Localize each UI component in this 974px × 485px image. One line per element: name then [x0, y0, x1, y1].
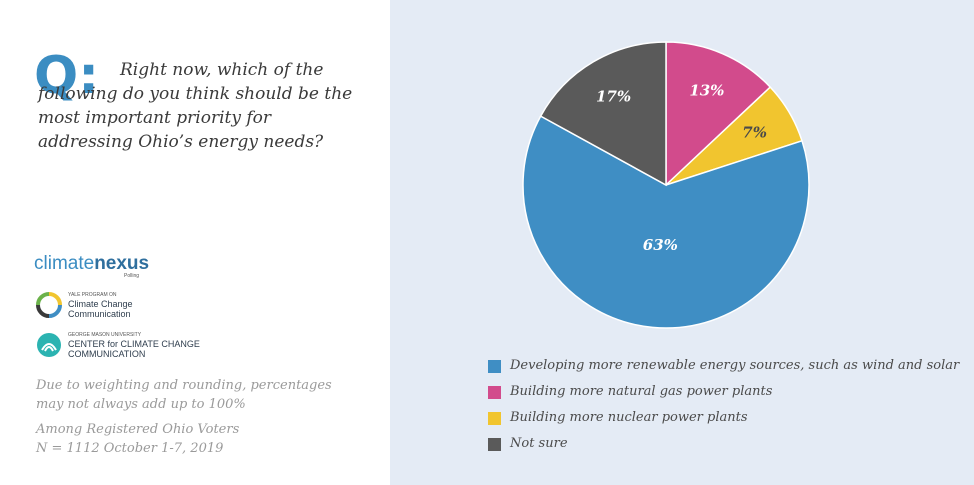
- legend-swatch: [488, 360, 501, 373]
- pie-slice-label-0: 13%: [689, 82, 724, 100]
- pie-slice-3: [539, 41, 667, 187]
- climate-nexus-logo-part2: nexus: [94, 253, 150, 274]
- gmu-logo-line2: COMMUNICATION: [68, 349, 146, 359]
- yale-logo-name: Climate Change Communication: [68, 299, 133, 319]
- legend-label: Building more nuclear power plants: [510, 410, 748, 425]
- pie-slice-2: [522, 115, 810, 329]
- pie-slice-label-1: 7%: [742, 124, 767, 142]
- legend-swatch: [488, 386, 501, 399]
- yale-logo-line2: Communication: [68, 309, 131, 319]
- legend-label: Developing more renewable energy sources…: [510, 358, 960, 373]
- gmu-logo-line1: CENTER for CLIMATE CHANGE: [68, 339, 200, 349]
- pie-slice-label-2: 63%: [643, 236, 678, 254]
- question-marker: Q:: [34, 46, 99, 106]
- pie-slice-0: [665, 41, 772, 187]
- left-panel: Q: Right now, which of the following do …: [0, 0, 390, 485]
- climate-nexus-logo-sub: Polling: [124, 273, 140, 279]
- weighting-note: Due to weighting and rounding, percentag…: [36, 378, 332, 412]
- gmu-logo-small: GEORGE MASON UNIVERSITY: [68, 332, 142, 338]
- climate-nexus-logo-part1: climate: [34, 253, 95, 274]
- question-text: Right now, which of the following do you…: [38, 60, 353, 152]
- sample-note-line2: N = 1112 October 1-7, 2019: [36, 441, 224, 456]
- yale-logo-small: YALE PROGRAM ON: [68, 292, 117, 298]
- pie-chart: 13% 7% 63% 17%: [522, 41, 810, 329]
- pie-slice-label-3: 17%: [596, 87, 631, 105]
- climate-nexus-logo: climatenexus: [34, 253, 149, 275]
- sample-note-line1: Among Registered Ohio Voters: [36, 422, 240, 437]
- yale-logo-line1: Climate Change: [68, 299, 133, 309]
- legend-label: Building more natural gas power plants: [510, 384, 773, 399]
- legend-swatch: [488, 412, 501, 425]
- legend-swatch: [488, 438, 501, 451]
- legend-label: Not sure: [510, 436, 568, 451]
- gmu-sun-icon: [37, 333, 61, 357]
- yale-circle-icon: [36, 292, 62, 318]
- gmu-logo-name: CENTER for CLIMATE CHANGE COMMUNICATION: [68, 339, 200, 359]
